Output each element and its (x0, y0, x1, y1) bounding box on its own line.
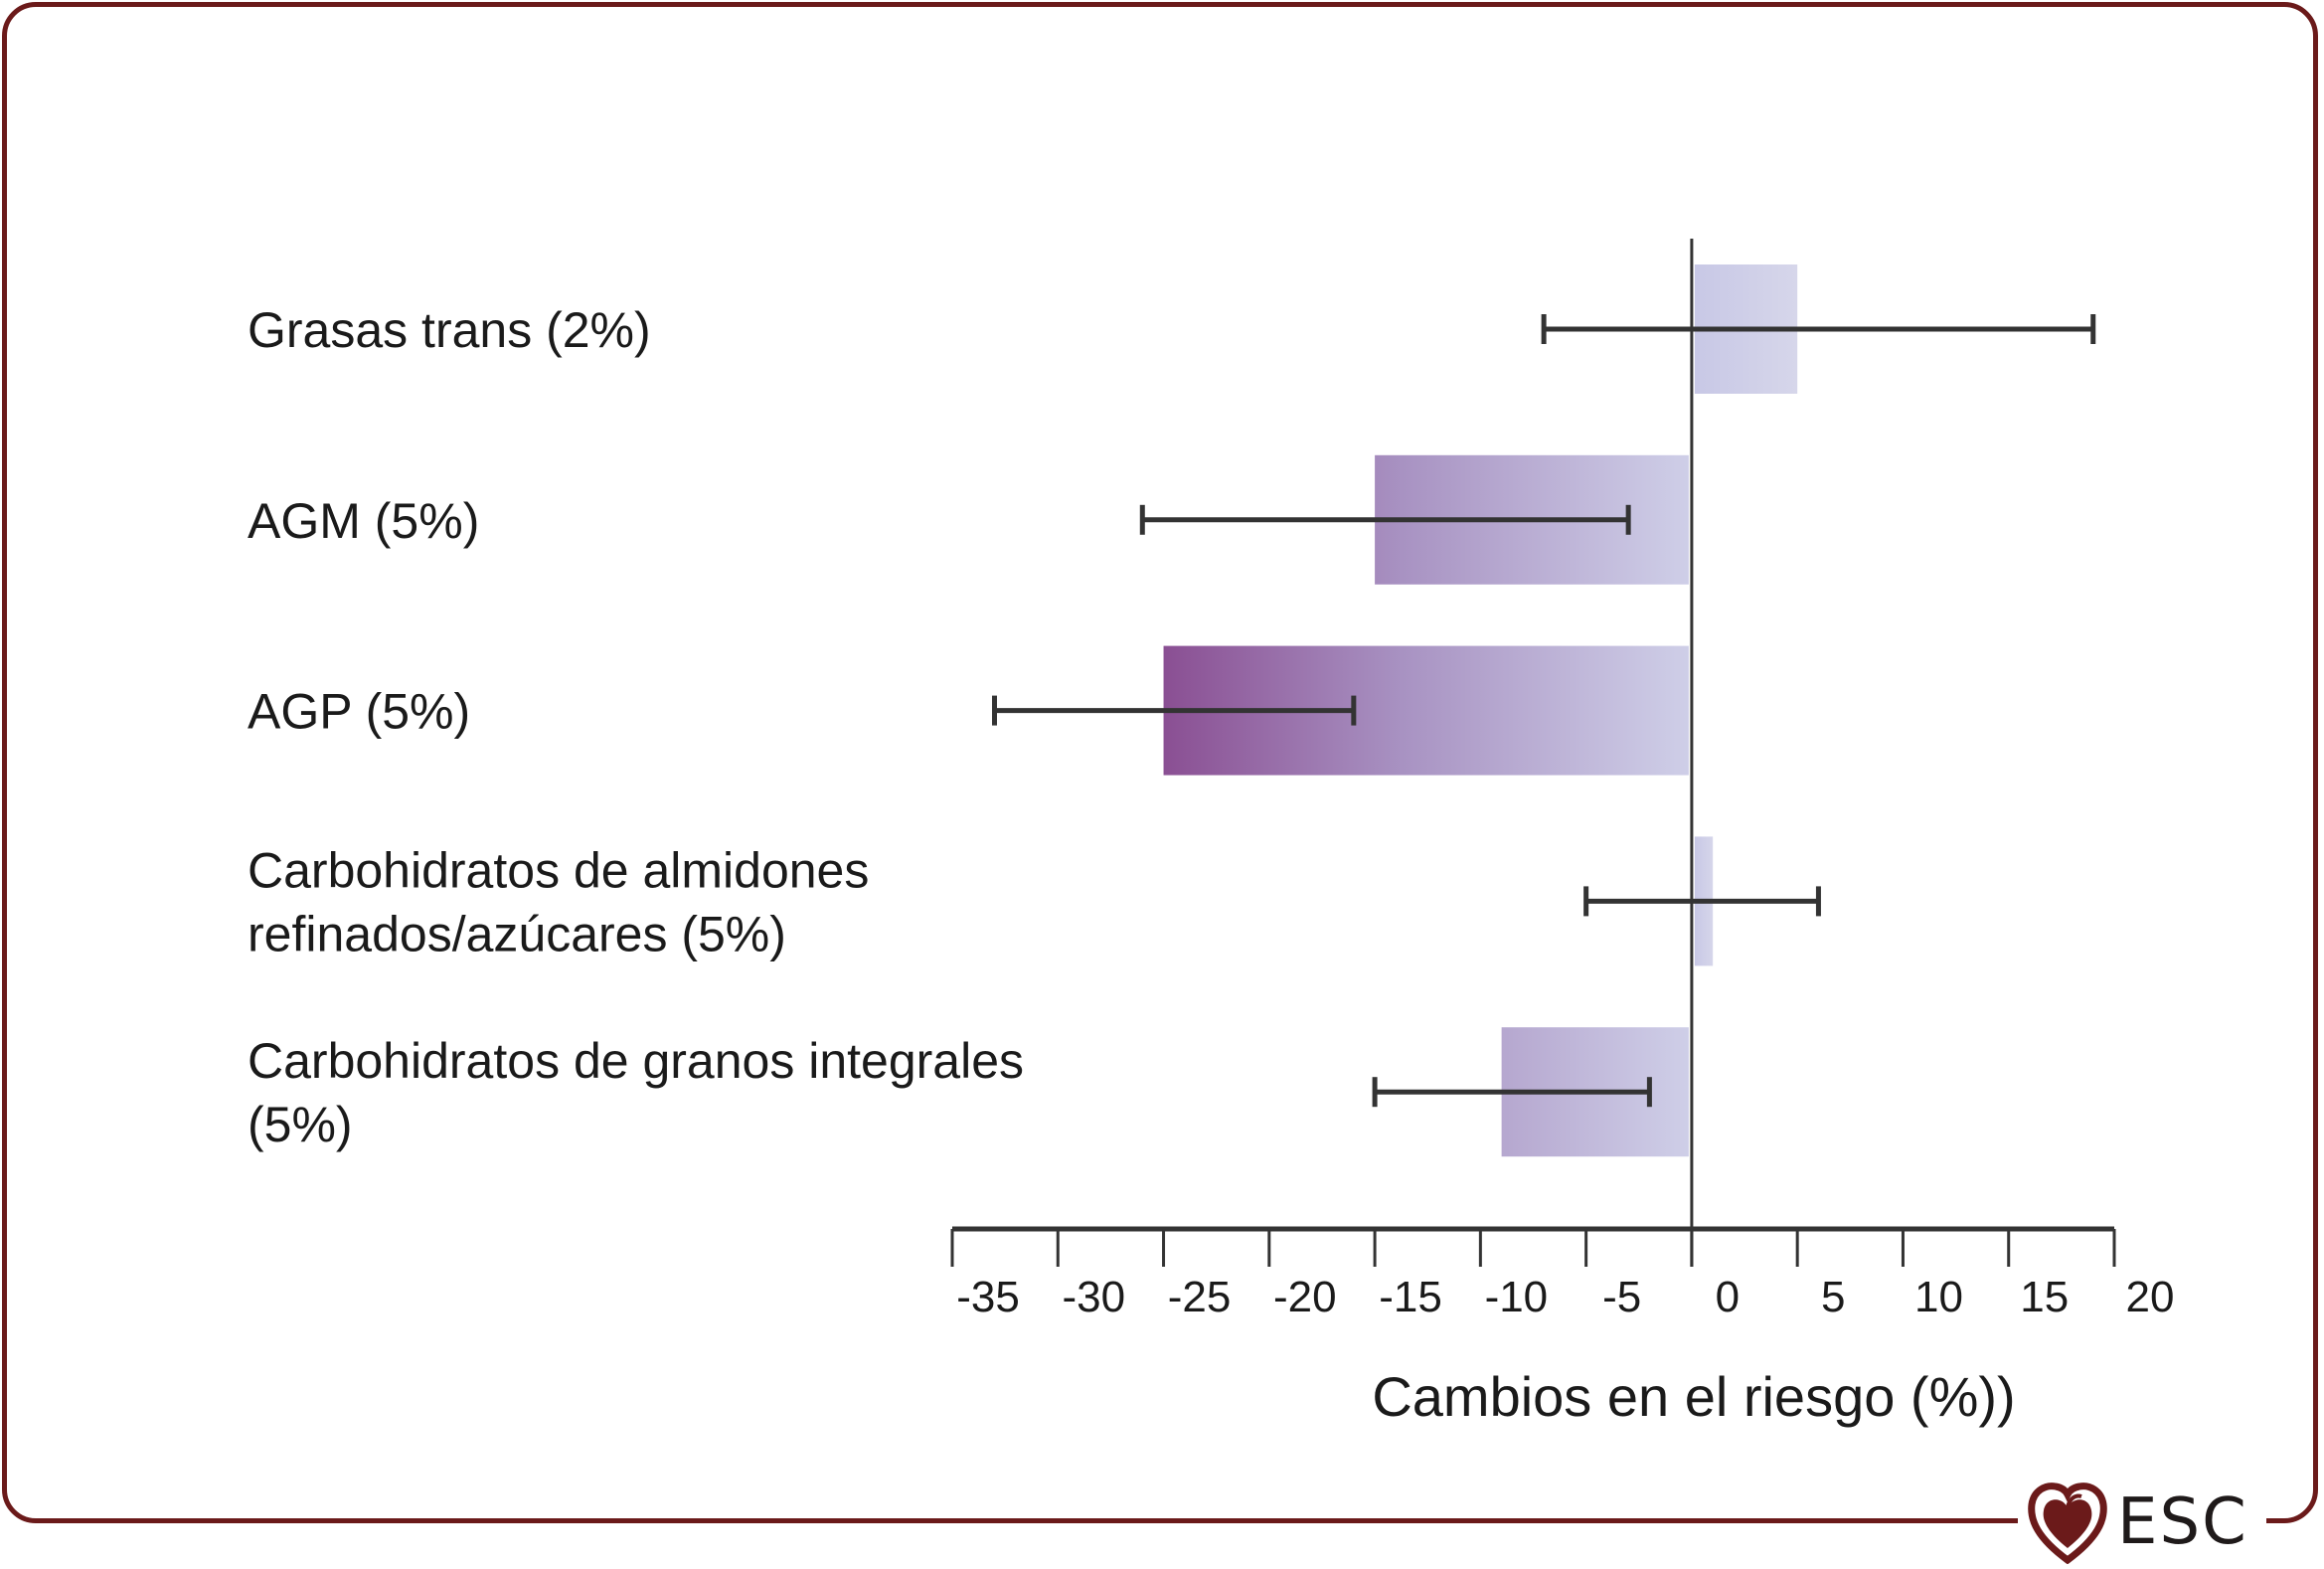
category-label: Carbohidratos de almidones (248, 842, 869, 898)
x-tick-label: -10 (1485, 1273, 1549, 1321)
category-labels-layer: Grasas trans (2%) AGM (5%) AGP (5%) Carbohi… (248, 302, 1024, 1152)
x-tick-label: 20 (2126, 1273, 2175, 1321)
x-tick-label: -30 (1062, 1273, 1125, 1321)
x-tick-label: 10 (1914, 1273, 1963, 1321)
error-bars-layer (992, 314, 2096, 1108)
category-label: AGM (5%) (248, 493, 479, 549)
category-label: (5%) (248, 1097, 353, 1152)
x-tick-label: 0 (1716, 1273, 1740, 1321)
esc-logo: ESC (2028, 1480, 2248, 1565)
x-tick-label: -5 (1602, 1273, 1641, 1321)
x-tick-label: 5 (1821, 1273, 1845, 1321)
x-tick-label: -15 (1379, 1273, 1442, 1321)
heart-icon (2028, 1482, 2107, 1564)
category-label: refinados/azúcares (5%) (248, 906, 786, 961)
category-label: AGP (5%) (248, 684, 470, 740)
x-tick-label: -25 (1168, 1273, 1232, 1321)
tick-labels-layer: -35 -30 -25 -20 -15 -10 -5 0 5 10 15 20 (956, 1273, 2174, 1321)
category-label: Carbohidratos de granos integrales (248, 1033, 1024, 1089)
figure-frame (2, 2, 2318, 1523)
category-label: Grasas trans (2%) (248, 302, 651, 358)
x-tick-label: -35 (956, 1273, 1020, 1321)
x-tick-label: -20 (1273, 1273, 1337, 1321)
x-tick-label: 15 (2020, 1273, 2069, 1321)
axes-layer (950, 239, 2116, 1267)
logo-text: ESC (2117, 1485, 2248, 1559)
x-axis-title: Cambios en el riesgo (%)) (1372, 1365, 2015, 1428)
